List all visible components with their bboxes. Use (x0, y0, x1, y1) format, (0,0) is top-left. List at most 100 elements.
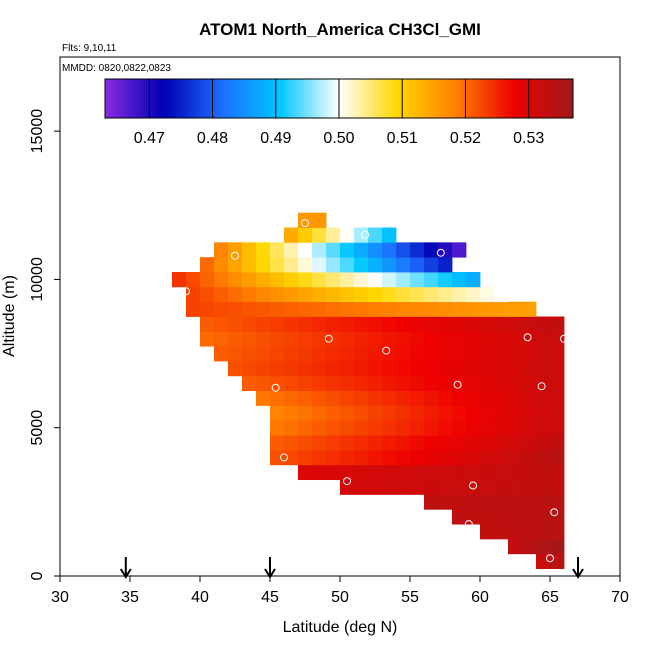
heatmap-cell (466, 272, 481, 288)
heatmap-cell (452, 405, 467, 421)
colorbar-segment (522, 79, 527, 118)
heatmap-cell (424, 375, 439, 392)
colorbar-segment (475, 79, 480, 118)
heatmap-cell (326, 227, 341, 243)
flight-point (324, 334, 333, 343)
y-tick-label: 10000 (29, 257, 46, 302)
colorbar-segment (183, 79, 188, 118)
heatmap-cell (438, 316, 453, 332)
heatmap-cell (354, 464, 369, 481)
heatmap-cell (172, 272, 187, 288)
x-tick-label: 60 (471, 589, 489, 606)
heatmap-cell (522, 435, 537, 451)
flight-point (453, 380, 462, 389)
colorbar-tick-label: 0.52 (450, 130, 481, 147)
heatmap-cell (452, 331, 467, 347)
heatmap-cell (298, 212, 313, 228)
heatmap-cell (508, 331, 523, 347)
heatmap-cell (298, 375, 313, 392)
heatmap-cell (228, 316, 243, 332)
heatmap-cell (466, 435, 481, 451)
heatmap-cell (298, 242, 313, 258)
heatmap-cell (466, 509, 481, 525)
heatmap-cell (466, 449, 481, 466)
heatmap-cell (508, 479, 523, 495)
heatmap-cells (172, 212, 565, 569)
colorbar-segment (413, 79, 418, 118)
heatmap-cell (536, 538, 551, 555)
colorbar-segment (116, 79, 122, 118)
heatmap-cell (438, 464, 453, 481)
heatmap-cell (410, 375, 425, 392)
heatmap-cell (326, 257, 341, 273)
colorbar-segment (385, 79, 391, 118)
heatmap-cell (466, 286, 481, 303)
heatmap-cell (298, 346, 313, 362)
heatmap-cell (298, 316, 313, 332)
heatmap-cell (242, 242, 257, 258)
heatmap-cell (200, 272, 215, 288)
colorbar-segment (175, 79, 180, 118)
heatmap-cell (312, 435, 327, 451)
colorbar-segment (366, 79, 371, 118)
heatmap-cell (354, 227, 369, 243)
flight-point (436, 248, 445, 257)
heatmap-cell (312, 405, 327, 421)
heatmap-cell (550, 479, 565, 495)
heatmap-cell (368, 301, 383, 317)
colorbar-segment (362, 79, 367, 118)
heatmap-cell (368, 405, 383, 421)
heatmap-cell (494, 390, 509, 406)
heatmap-cell (438, 272, 453, 288)
heatmap-cell (438, 390, 453, 406)
heatmap-cell (298, 301, 313, 317)
heatmap-cell (284, 301, 299, 317)
heatmap-cell (508, 420, 523, 436)
heatmap-cell (452, 509, 467, 525)
heatmap-cell (494, 479, 509, 495)
heatmap-cell (270, 375, 285, 392)
heatmap-cell (298, 405, 313, 421)
colorbar (104, 78, 574, 119)
heatmap-cell (326, 420, 341, 436)
heatmap-cell (536, 316, 551, 332)
heatmap-cell (368, 257, 383, 273)
heatmap-cell (368, 346, 383, 362)
heatmap-cell (186, 301, 201, 317)
x-tick-label: 30 (51, 589, 69, 606)
flight-point (560, 334, 568, 343)
heatmap-cell (396, 346, 411, 362)
heatmap-cell (410, 435, 425, 451)
heatmap-cell (242, 272, 257, 288)
heatmap-cell (354, 405, 369, 421)
heatmap-cell (438, 257, 453, 273)
colorbar-segment (530, 79, 535, 118)
heatmap-cell (438, 286, 453, 303)
heatmap-cell (298, 272, 313, 288)
heatmap-cell (438, 346, 453, 362)
heatmap-cell (424, 405, 439, 421)
heatmap-cell (270, 449, 285, 466)
colorbar-segment (194, 79, 200, 118)
heatmap-cell (256, 331, 271, 347)
heatmap-cell (396, 390, 411, 406)
colorbar-segment (257, 79, 262, 118)
heatmap-cell (340, 360, 355, 377)
heatmap-cell (312, 375, 327, 392)
heatmap-cell (424, 464, 439, 481)
heatmap-cell (368, 242, 383, 258)
heatmap-cell (298, 390, 313, 406)
heatmap-cell (298, 331, 313, 347)
colorbar-segment (471, 79, 476, 118)
colorbar-segment (179, 79, 184, 118)
heatmap-cell (466, 316, 481, 332)
heatmap-cell (382, 316, 397, 332)
heatmap-cell (550, 390, 565, 406)
heatmap-cell (480, 375, 495, 392)
heatmap-cell (382, 479, 397, 495)
heatmap-cell (550, 509, 565, 525)
heatmap-cell (368, 227, 383, 243)
colorbar-tick-label: 0.49 (260, 130, 291, 147)
heatmap-cell (312, 449, 327, 466)
heatmap-cell (508, 360, 523, 377)
